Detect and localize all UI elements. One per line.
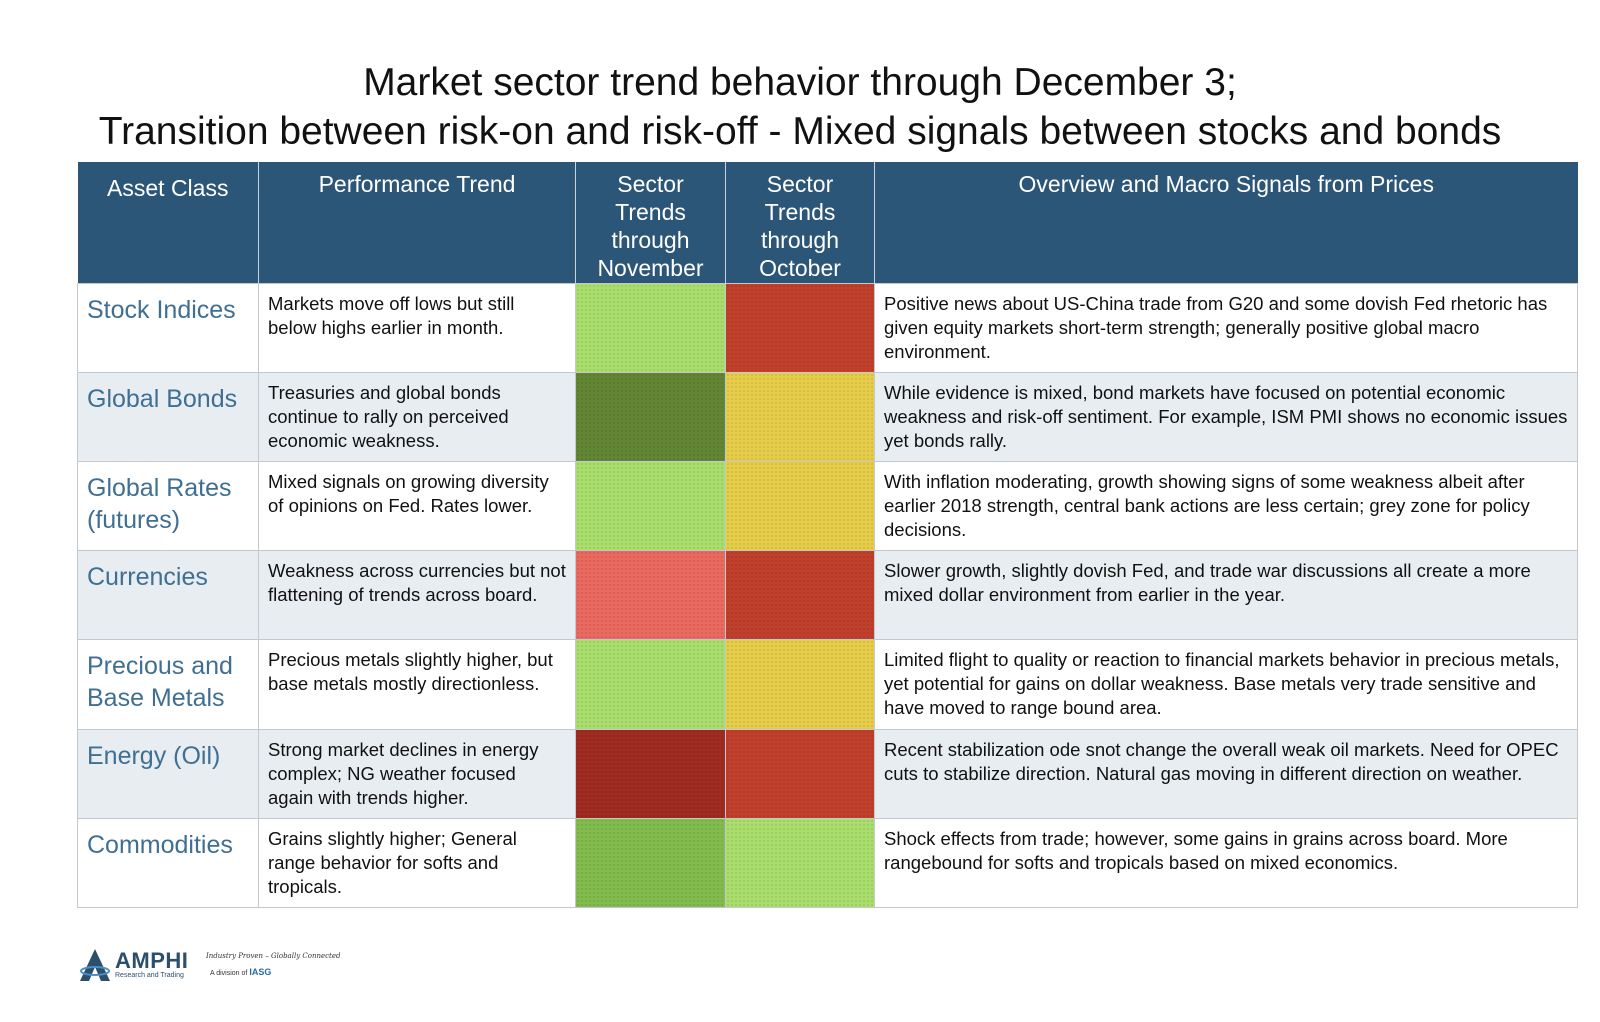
asset-class-cell: Precious and Base Metals [77,639,259,730]
table-row: Currencies Weakness across currencies but… [77,550,1578,641]
asset-class-cell: Energy (Oil) [77,728,259,819]
performance-trend-cell: Mixed signals on growing diversity of op… [258,460,576,552]
performance-trend-cell: Treasuries and global bonds continue to … [258,371,576,462]
performance-trend-cell: Strong market declines in energy complex… [258,728,576,819]
title-line-1: Market sector trend behavior through Dec… [363,61,1237,104]
swatch-texture [576,372,725,461]
logo-subtitle: Research and Trading [115,972,184,979]
asset-class-cell: Stock Indices [77,282,259,373]
title-line-2: Transition between risk-on and risk-off … [98,110,1502,153]
sector-trend-table: Asset Class Performance Trend Sector Tre… [77,162,1578,909]
header-trends-november: Sector Trends through November [575,162,726,283]
division-prefix: A division of [210,970,248,977]
swatch-texture [576,461,725,551]
amphi-logo-icon [80,949,110,981]
october-trend-swatch [725,371,875,462]
swatch-texture [576,818,725,907]
performance-trend-cell: Grains slightly higher; General range be… [258,817,576,909]
november-trend-swatch [575,282,726,373]
swatch-texture [726,283,874,372]
header-overview: Overview and Macro Signals from Prices [874,162,1578,283]
overview-cell: Shock effects from trade; however, some … [874,817,1578,909]
november-trend-swatch [575,639,726,730]
table-row: Energy (Oil) Strong market declines in en… [77,728,1578,819]
swatch-texture [726,372,874,461]
october-trend-swatch [725,728,875,819]
asset-class-cell: Commodities [77,817,259,909]
table-row: Precious and Base Metals Precious metals … [77,639,1578,730]
november-trend-swatch [575,460,726,552]
overview-cell: While evidence is mixed, bond markets ha… [874,371,1578,462]
page-title: Market sector trend behavior through Dec… [0,58,1600,156]
tagline: Industry Proven – Globally Connected [206,952,341,960]
swatch-texture [726,461,874,551]
october-trend-swatch [725,460,875,552]
table-row: Stock Indices Markets move off lows but s… [77,282,1578,373]
division-brand: IASG [249,967,272,977]
swatch-texture [726,729,874,818]
table-header-row: Asset Class Performance Trend Sector Tre… [77,162,1578,283]
swatch-texture [726,551,874,640]
overview-cell: Recent stabilization ode snot change the… [874,728,1578,819]
overview-cell: Positive news about US-China trade from … [874,282,1578,373]
swatch-texture [726,818,874,907]
header-trends-october: Sector Trends through October [725,162,875,283]
swatch-texture [726,640,874,729]
table-row: Commodities Grains slightly higher; Gener… [77,817,1578,909]
performance-trend-cell: Weakness across currencies but not flatt… [258,550,576,641]
asset-class-cell: Global Bonds [77,371,259,462]
performance-trend-cell: Markets move off lows but still below hi… [258,282,576,373]
october-trend-swatch [725,639,875,730]
table-row: Global Rates (futures) Mixed signals on g… [77,460,1578,552]
october-trend-swatch [725,817,875,909]
amphi-logo: AMPHI Research and Trading Industry Prov… [79,948,349,1004]
swatch-texture [576,729,725,818]
asset-class-cell: Global Rates (futures) [77,460,259,552]
november-trend-swatch [575,550,726,641]
october-trend-swatch [725,550,875,641]
november-trend-swatch [575,817,726,909]
division-note: A division of IASG [210,967,271,977]
asset-class-cell: Currencies [77,550,259,641]
november-trend-swatch [575,371,726,462]
october-trend-swatch [725,282,875,373]
header-asset-class: Asset Class [77,162,259,283]
swatch-texture [576,283,725,372]
swatch-texture [576,551,725,640]
header-performance-trend: Performance Trend [258,162,576,283]
performance-trend-cell: Precious metals slightly higher, but bas… [258,639,576,730]
overview-cell: Slower growth, slightly dovish Fed, and … [874,550,1578,641]
overview-cell: With inflation moderating, growth showin… [874,460,1578,552]
logo-name: AMPHI [115,948,189,973]
overview-cell: Limited flight to quality or reaction to… [874,639,1578,730]
november-trend-swatch [575,728,726,819]
table-row: Global Bonds Treasuries and global bonds … [77,371,1578,462]
swatch-texture [576,640,725,729]
